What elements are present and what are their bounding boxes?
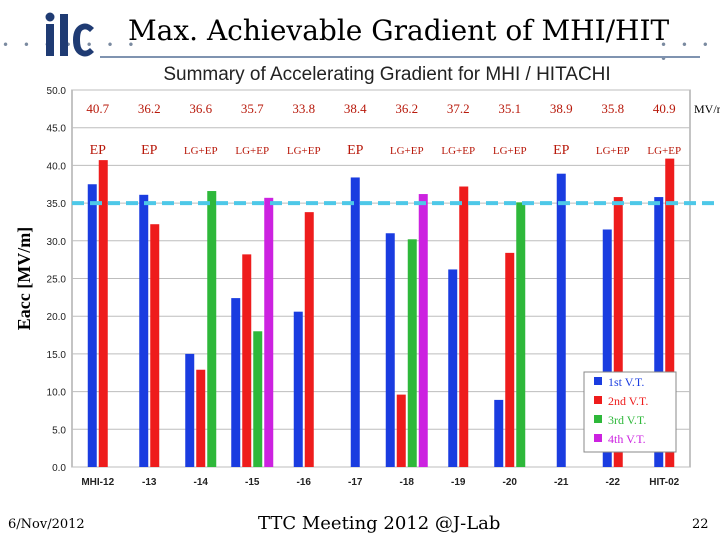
bar-HIT-02-series-2 [665,158,675,467]
gradient-bar-chart: 0.0 5.0 10.0 15.0 20.0 25.0 30.0 35.0 40.0 45.0 50… [14,64,720,488]
bar--22-series-2 [613,197,623,467]
y-tick-label: 15.0 [47,350,67,361]
treatment-label: EP [553,143,570,158]
bar--15-series-3 [253,331,263,467]
bar--14-series-1 [185,353,195,467]
y-tick-label: 10.0 [47,388,67,399]
x-tick-label: -14 [194,477,209,488]
max-gradient-label: 36.6 [189,101,212,116]
x-tick-label: -17 [348,477,363,488]
y-tick-label: 35.0 [47,199,67,210]
max-gradient-label: 37.2 [447,101,470,116]
max-gradient-label: 38.4 [344,101,367,116]
treatment-label: LG+EP [441,145,475,157]
y-tick-label: 50.0 [47,86,67,97]
bar--17-series-1 [350,177,360,468]
title-rule [100,56,700,58]
x-tick-label: MHI-12 [81,477,114,488]
y-axis-label: Eacc [MV/m] [14,227,34,330]
x-tick-label: -19 [451,477,466,488]
y-tick-label: 30.0 [47,237,67,248]
max-gradient-label: 40.7 [86,101,109,116]
legend-swatch-3 [594,415,602,423]
treatment-label: EP [347,143,364,158]
bar--15-series-2 [242,254,252,467]
bar--16-series-1 [293,311,303,467]
y-tick-label: 25.0 [47,275,67,286]
unit-label: MV/m [694,102,720,116]
treatment-label: EP [90,143,107,158]
bar-HIT-02-series-1 [654,197,664,467]
bar--20-series-2 [505,252,515,467]
bar--16-series-2 [304,212,314,467]
treatment-label: LG+EP [596,145,630,157]
bar--14-series-2 [196,369,206,467]
max-gradient-label: 35.8 [601,101,624,116]
max-gradient-label: 33.8 [292,101,315,116]
legend-label-3: 3rd V.T. [608,413,646,427]
max-gradient-label: 38.9 [550,101,573,116]
bar--20-series-3 [516,202,526,467]
treatment-label: LG+EP [390,145,424,157]
y-tick-label: 5.0 [52,425,66,436]
decorative-dots-left: • • • • • • • [2,38,140,52]
x-tick-label: -16 [297,477,312,488]
x-tick-label: -22 [606,477,621,488]
bar--18-series-4 [418,194,428,467]
treatment-label: LG+EP [184,145,218,157]
treatment-label: LG+EP [493,145,527,157]
footer-date: 6/Nov/2012 [8,517,85,532]
bar-MHI-12-series-1 [87,184,97,467]
bar--18-series-2 [396,394,406,467]
bar--15-series-1 [231,298,241,467]
y-tick-label: 0.0 [52,463,66,474]
treatment-label: LG+EP [647,145,681,157]
footer-meeting: TTC Meeting 2012 @J-Lab [258,513,501,534]
y-tick-label: 20.0 [47,312,67,323]
ilc-logo [45,12,94,57]
max-gradient-label: 35.7 [241,101,264,116]
x-tick-label: -15 [245,477,260,488]
max-gradient-label: 40.9 [653,101,676,116]
max-gradient-label: 36.2 [138,101,161,116]
max-gradient-label: 35.1 [498,101,521,116]
slide-title: Max. Achievable Gradient of MHI/HIT [128,14,670,47]
bar--14-series-3 [207,191,217,467]
y-tick-label: 45.0 [47,124,67,135]
legend-label-1: 1st V.T. [608,375,644,389]
x-tick-label: -18 [400,477,415,488]
bar--15-series-4 [264,197,274,467]
legend-swatch-4 [594,434,602,442]
x-tick-label: HIT-02 [649,477,679,488]
max-gradient-label: 36.2 [395,101,418,116]
legend-label-2: 2nd V.T. [608,394,648,408]
x-tick-label: -20 [503,477,518,488]
bar--18-series-1 [385,233,395,467]
bar--19-series-2 [459,186,469,467]
decorative-dots-right: • • • • [660,38,714,66]
bar--13-series-1 [139,194,149,467]
bar--19-series-1 [448,269,458,467]
y-tick-label: 40.0 [47,161,67,172]
legend-swatch-1 [594,377,602,385]
legend-swatch-2 [594,396,602,404]
x-tick-label: -13 [142,477,157,488]
treatment-label: EP [141,143,158,158]
bar-MHI-12-series-2 [98,160,108,467]
bar--20-series-1 [494,399,504,467]
treatment-label: LG+EP [287,145,321,157]
bar--13-series-2 [150,224,160,467]
x-tick-label: -21 [554,477,569,488]
bar--18-series-3 [407,239,417,467]
footer-page-number: 22 [692,517,709,532]
legend-label-4: 4th V.T. [608,432,646,446]
treatment-label: LG+EP [235,145,269,157]
bar--22-series-1 [602,229,612,467]
bar--21-series-1 [556,173,566,467]
chart-title: Summary of Accelerating Gradient for MHI… [163,64,610,85]
